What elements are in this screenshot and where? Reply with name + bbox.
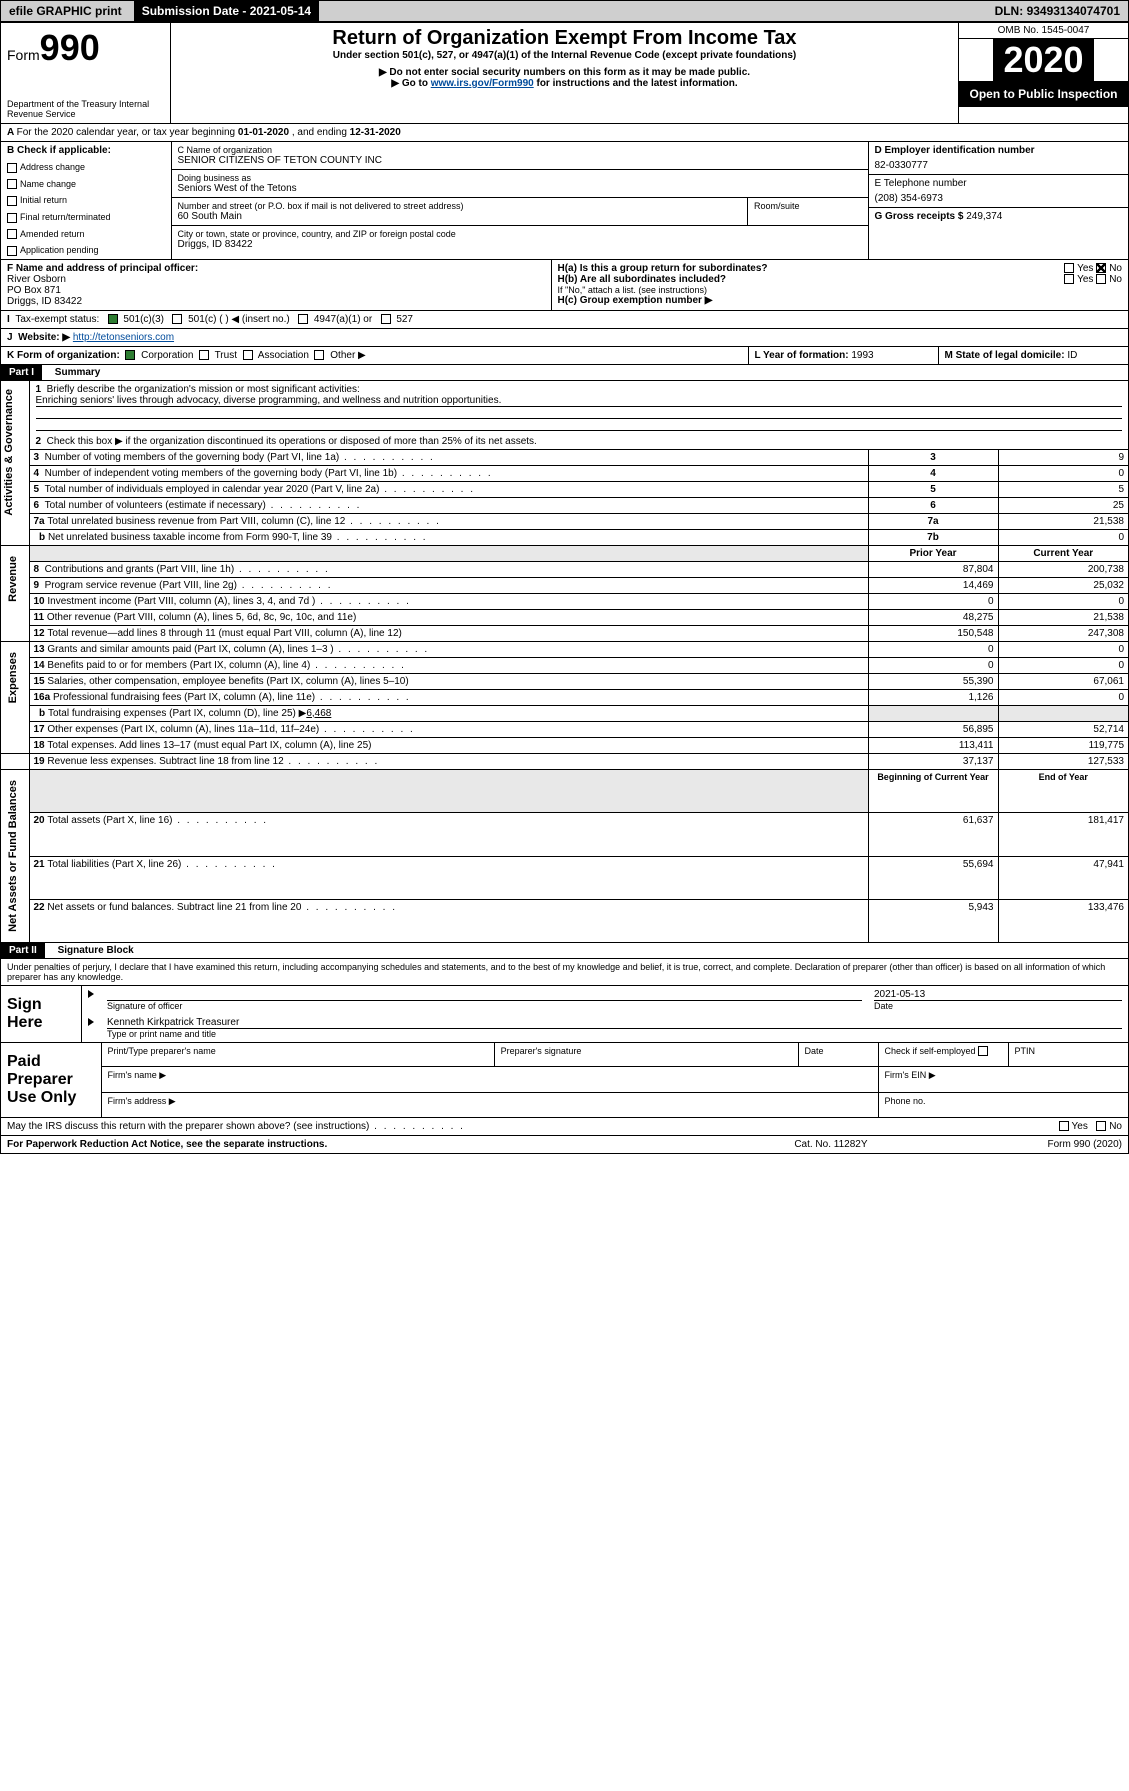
section-a: A For the 2020 calendar year, or tax yea…: [1, 124, 1128, 142]
line-6: 6 Total number of volunteers (estimate i…: [29, 497, 868, 513]
sidebar-netassets: Net Assets or Fund Balances: [5, 772, 21, 940]
k-l-m-block: K Form of organization: Corporation Trus…: [1, 347, 1128, 365]
subtitle: Under section 501(c), 527, or 4947(a)(1)…: [179, 50, 950, 61]
line-4: 4 Number of independent voting members o…: [29, 465, 868, 481]
line-16a: 16a Professional fundraising fees (Part …: [29, 689, 868, 705]
part2-header: Part II Signature Block: [1, 942, 1128, 959]
line-3: 3 Number of voting members of the govern…: [29, 449, 868, 465]
check-trust[interactable]: [199, 350, 209, 360]
form-number: Form990: [7, 27, 164, 69]
section-h: H(a) Is this a group return for subordin…: [551, 259, 1128, 310]
line-19: 19 Revenue less expenses. Subtract line …: [29, 753, 868, 769]
section-b: B Check if applicable: Address change Na…: [1, 142, 171, 259]
line-9: 9 Program service revenue (Part VIII, li…: [29, 577, 868, 593]
line-14: 14 Benefits paid to or for members (Part…: [29, 657, 868, 673]
section-l: L Year of formation: 1993: [748, 347, 938, 365]
ssn-note: ▶ Do not enter social security numbers o…: [179, 67, 950, 78]
form-title: Return of Organization Exempt From Incom…: [179, 27, 950, 50]
check-527[interactable]: [381, 314, 391, 324]
goto-link[interactable]: www.irs.gov/Form990: [431, 78, 534, 89]
checkbox-name-change[interactable]: [7, 179, 17, 189]
line-10: 10 Investment income (Part VIII, column …: [29, 593, 868, 609]
sidebar-expenses: Expenses: [5, 644, 21, 711]
sidebar-revenue: Revenue: [5, 548, 21, 610]
section-j: J Website: ▶ http://tetonseniors.com: [1, 329, 1128, 347]
top-bar: efile GRAPHIC print Submission Date - 20…: [0, 0, 1129, 22]
line-15: 15 Salaries, other compensation, employe…: [29, 673, 868, 689]
line-2: 2 Check this box ▶ if the organization d…: [29, 434, 1128, 450]
triangle-icon: [88, 1018, 94, 1026]
discuss-yes[interactable]: [1059, 1121, 1069, 1131]
line-5: 5 Total number of individuals employed i…: [29, 481, 868, 497]
check-501c[interactable]: [172, 314, 182, 324]
section-d: D Employer identification number 82-0330…: [869, 142, 1129, 175]
line-7a: 7a Total unrelated business revenue from…: [29, 513, 868, 529]
check-501c3[interactable]: [108, 314, 118, 324]
paid-preparer-block: Paid Preparer Use Only Print/Type prepar…: [1, 1042, 1128, 1117]
line-1: 1 Briefly describe the organization's mi…: [29, 381, 1128, 434]
checkbox-address-change[interactable]: [7, 163, 17, 173]
line-17: 17 Other expenses (Part IX, column (A), …: [29, 721, 868, 737]
f-h-block: F Name and address of principal officer:…: [1, 259, 1128, 310]
org-name-block: C Name of organization SENIOR CITIZENS O…: [172, 142, 868, 170]
triangle-icon: [88, 990, 94, 998]
line-20: 20 Total assets (Part X, line 16): [29, 813, 868, 856]
line-12: 12 Total revenue—add lines 8 through 11 …: [29, 625, 868, 641]
room-suite: Room/suite: [748, 198, 868, 226]
part1-header: Part I Summary: [1, 365, 1128, 381]
section-f: F Name and address of principal officer:…: [1, 259, 551, 310]
section-g: G Gross receipts $ 249,374: [869, 208, 1129, 225]
section-k: K Form of organization: Corporation Trus…: [1, 347, 748, 365]
line-21: 21 Total liabilities (Part X, line 26): [29, 856, 868, 899]
dln: DLN: 93493134074701: [987, 1, 1128, 21]
dept-label: Department of the Treasury Internal Reve…: [7, 99, 164, 119]
dba-block: Doing business as Seniors West of the Te…: [172, 170, 868, 198]
check-4947[interactable]: [298, 314, 308, 324]
paid-preparer-label: Paid Preparer Use Only: [1, 1042, 101, 1117]
discuss-no[interactable]: [1096, 1121, 1106, 1131]
discuss-row: May the IRS discuss this return with the…: [1, 1117, 1128, 1136]
sign-here-label: Sign Here: [1, 986, 81, 1042]
street-block: Number and street (or P.O. box if mail i…: [172, 198, 748, 226]
efile-label[interactable]: efile GRAPHIC print: [1, 1, 130, 21]
section-m: M State of legal domicile: ID: [938, 347, 1128, 365]
h-b-yes[interactable]: [1064, 274, 1074, 284]
line-16b: b Total fundraising expenses (Part IX, c…: [29, 705, 868, 721]
checkbox-initial-return[interactable]: [7, 196, 17, 206]
line-13: 13 Grants and similar amounts paid (Part…: [29, 641, 868, 657]
footer-row: For Paperwork Reduction Act Notice, see …: [1, 1136, 1128, 1153]
line-18: 18 Total expenses. Add lines 13–17 (must…: [29, 737, 868, 753]
tax-year: 2020: [993, 39, 1093, 81]
line-11: 11 Other revenue (Part VIII, column (A),…: [29, 609, 868, 625]
sign-here-block: Sign Here Signature of officer 2021-05-1…: [1, 986, 1128, 1042]
h-a-yes[interactable]: [1064, 263, 1074, 273]
section-i: I Tax-exempt status: 501(c)(3) 501(c) ( …: [1, 310, 1128, 329]
h-b-no[interactable]: [1096, 274, 1106, 284]
section-e: E Telephone number (208) 354-6973: [869, 175, 1129, 208]
check-self-employed[interactable]: [978, 1046, 988, 1056]
check-assoc[interactable]: [243, 350, 253, 360]
part1-body: Activities & Governance 1 Briefly descri…: [1, 381, 1128, 942]
sidebar-activities: Activities & Governance: [1, 381, 17, 524]
checkbox-final-return[interactable]: [7, 213, 17, 223]
entity-block: B Check if applicable: Address change Na…: [1, 142, 1128, 259]
omb-number: OMB No. 1545-0047: [959, 23, 1128, 39]
line-22: 22 Net assets or fund balances. Subtract…: [29, 899, 868, 941]
goto-note: ▶ Go to www.irs.gov/Form990 for instruct…: [179, 78, 950, 89]
open-public: Open to Public Inspection: [959, 81, 1128, 107]
line-8: 8 Contributions and grants (Part VIII, l…: [29, 561, 868, 577]
website-link[interactable]: http://tetonseniors.com: [73, 332, 174, 343]
check-other[interactable]: [314, 350, 324, 360]
checkbox-amended[interactable]: [7, 229, 17, 239]
submission-date: Submission Date - 2021-05-14: [134, 1, 319, 21]
checkbox-app-pending[interactable]: [7, 246, 17, 256]
city-block: City or town, state or province, country…: [172, 226, 868, 254]
declaration: Under penalties of perjury, I declare th…: [1, 959, 1128, 986]
h-a-no[interactable]: [1096, 263, 1106, 273]
line-7b: b Net unrelated business taxable income …: [29, 529, 868, 545]
check-corp[interactable]: [125, 350, 135, 360]
form-header: Form990 Department of the Treasury Inter…: [1, 23, 1128, 124]
